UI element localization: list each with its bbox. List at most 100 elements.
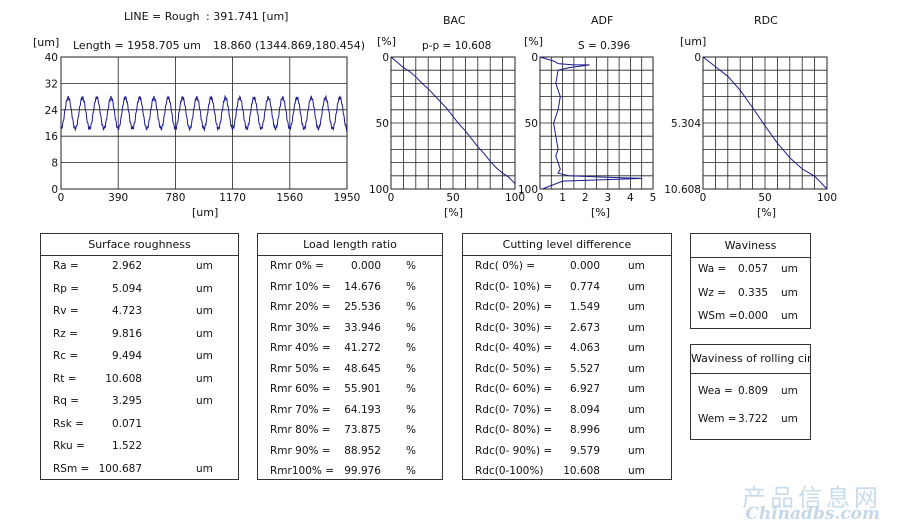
param-label: Rmr 60% = [270, 383, 331, 395]
rdc-title: RDC [754, 14, 778, 27]
param-value: 1.549 [569, 301, 600, 313]
param-value: 2.673 [569, 321, 600, 334]
param-unit: um [196, 282, 213, 295]
bac-grid [391, 57, 515, 189]
param-value: 33.946 [344, 321, 381, 334]
param-label: Rmr 30% = [270, 321, 331, 334]
param-label: Rdc(0- 30%) = [475, 321, 553, 334]
param-unit: % [406, 362, 416, 375]
param-value: 0.774 [569, 280, 600, 293]
profile-y-unit: [um] [33, 36, 60, 49]
param-value: 1.522 [111, 440, 142, 452]
surface-row: Rt = 10.608 um [41, 371, 238, 387]
param-unit: um [781, 286, 798, 299]
cutting-level-panel: Cutting level difference Rdc( 0%) = 0.000… [462, 233, 672, 480]
param-label: Ra = [53, 260, 79, 272]
cutting-row: Rdc(0- 90%) = 9.579 um [463, 443, 671, 459]
param-label: Rdc(0- 70%) = [475, 403, 553, 416]
param-unit: % [406, 465, 416, 477]
param-unit: um [781, 310, 798, 322]
param-value: 0.071 [111, 417, 142, 430]
profile-xtick: 1950 [334, 192, 361, 204]
cursor-point-label: 18.860 (1344.869,180.454) [213, 39, 366, 52]
param-value: 3.722 [738, 412, 769, 425]
cutting-row: Rdc(0- 60%) = 6.927 um [463, 381, 671, 397]
param-label: Rdc( 0%) = [475, 260, 536, 272]
param-label: Rdc(0- 90%) = [475, 444, 553, 457]
param-value: 14.676 [344, 280, 381, 293]
param-label: Rmr 40% = [270, 342, 331, 354]
bac-xtick: 0 [388, 192, 395, 204]
adf-xtick: 4 [627, 192, 634, 204]
rolling-row: Wem = 3.722 um [691, 411, 810, 427]
param-value: 0.000 [569, 260, 600, 272]
param-label: Rz = [53, 327, 78, 340]
param-label: Rdc(0- 20%) = [475, 301, 553, 313]
rdc-y-unit: [um] [680, 35, 707, 48]
param-label: Rp = [53, 282, 80, 295]
adf-y-unit: [%] [524, 35, 544, 48]
param-label: Rsk = [53, 417, 84, 430]
param-value: 9.579 [569, 444, 600, 457]
profile-frame [60, 56, 348, 190]
param-value: 55.901 [344, 383, 381, 395]
param-value: 10.608 [563, 465, 600, 477]
param-value: 9.816 [111, 327, 142, 340]
param-unit: % [406, 444, 416, 457]
param-value: 6.927 [569, 383, 600, 395]
bac-ytick: 0 [382, 52, 389, 64]
profile-ytick: 16 [45, 131, 59, 143]
load-row: Rmr 60% = 55.901% [258, 381, 442, 397]
profile-ytick: 32 [45, 78, 58, 90]
param-value: 0.000 [350, 260, 381, 272]
waviness-row: Wa = 0.057 um [691, 261, 810, 277]
param-value: 41.272 [344, 342, 381, 354]
param-unit: um [628, 383, 645, 395]
cutting-row: Rdc(0- 50%) = 5.527 um [463, 361, 671, 377]
cutting-level-title: Cutting level difference [463, 234, 671, 256]
load-row: Rmr 90% = 88.952% [258, 443, 442, 459]
cutting-row: Rdc(0- 80%) = 8.996 um [463, 422, 671, 438]
rdc-ytick: 10.608 [664, 184, 701, 196]
param-label: Rdc(0- 40%) = [475, 342, 553, 354]
param-value: 88.952 [344, 444, 381, 457]
param-label: WSm = [698, 310, 738, 322]
load-row: Rmr 20% = 25.536% [258, 299, 442, 315]
load-row: Rmr 80% = 73.875% [258, 422, 442, 438]
param-value: 0.057 [738, 263, 769, 275]
param-unit: % [406, 383, 416, 395]
param-unit: % [406, 424, 416, 436]
load-row: Rmr 50% = 48.645% [258, 361, 442, 377]
param-unit: um [628, 424, 645, 436]
rdc-frame [702, 56, 828, 190]
param-unit: um [781, 263, 798, 275]
load-length-ratio-title: Load length ratio [258, 234, 442, 256]
profile-x-unit: [um] [192, 206, 219, 219]
param-unit: um [781, 412, 798, 425]
param-unit: um [196, 395, 213, 407]
rdc-ytick: 0 [694, 52, 701, 64]
cutting-row: Rdc(0- 70%) = 8.094 um [463, 402, 671, 418]
profile-xtick: 0 [58, 192, 65, 204]
param-label: Rc = [53, 350, 79, 362]
param-label: Rv = [53, 305, 79, 317]
rdc-xtick: 50 [758, 192, 771, 204]
param-value: 5.527 [569, 362, 600, 375]
waviness-panel: Waviness Wa = 0.057 um Wz = 0.335 um WSm = 0.00… [690, 233, 811, 329]
param-value: 4.063 [569, 342, 600, 354]
surface-row: Ra = 2.962 um [41, 258, 238, 274]
adf-title: ADF [591, 14, 614, 27]
param-unit: um [628, 403, 645, 416]
param-unit: um [196, 372, 213, 385]
profile-xtick: 390 [108, 192, 128, 204]
param-unit: um [196, 260, 213, 272]
waviness-row: Wz = 0.335 um [691, 285, 810, 301]
param-label: Rmr 10% = [270, 280, 331, 293]
load-row: Rmr 30% = 33.946% [258, 320, 442, 336]
load-row: Rmr 70% = 64.193% [258, 402, 442, 418]
param-label: Rdc(0- 80%) = [475, 424, 553, 436]
param-label: Rmr100% = [270, 465, 334, 477]
param-value: 8.996 [569, 424, 600, 436]
param-value: 64.193 [344, 403, 381, 416]
param-label: Rku = [53, 440, 85, 452]
